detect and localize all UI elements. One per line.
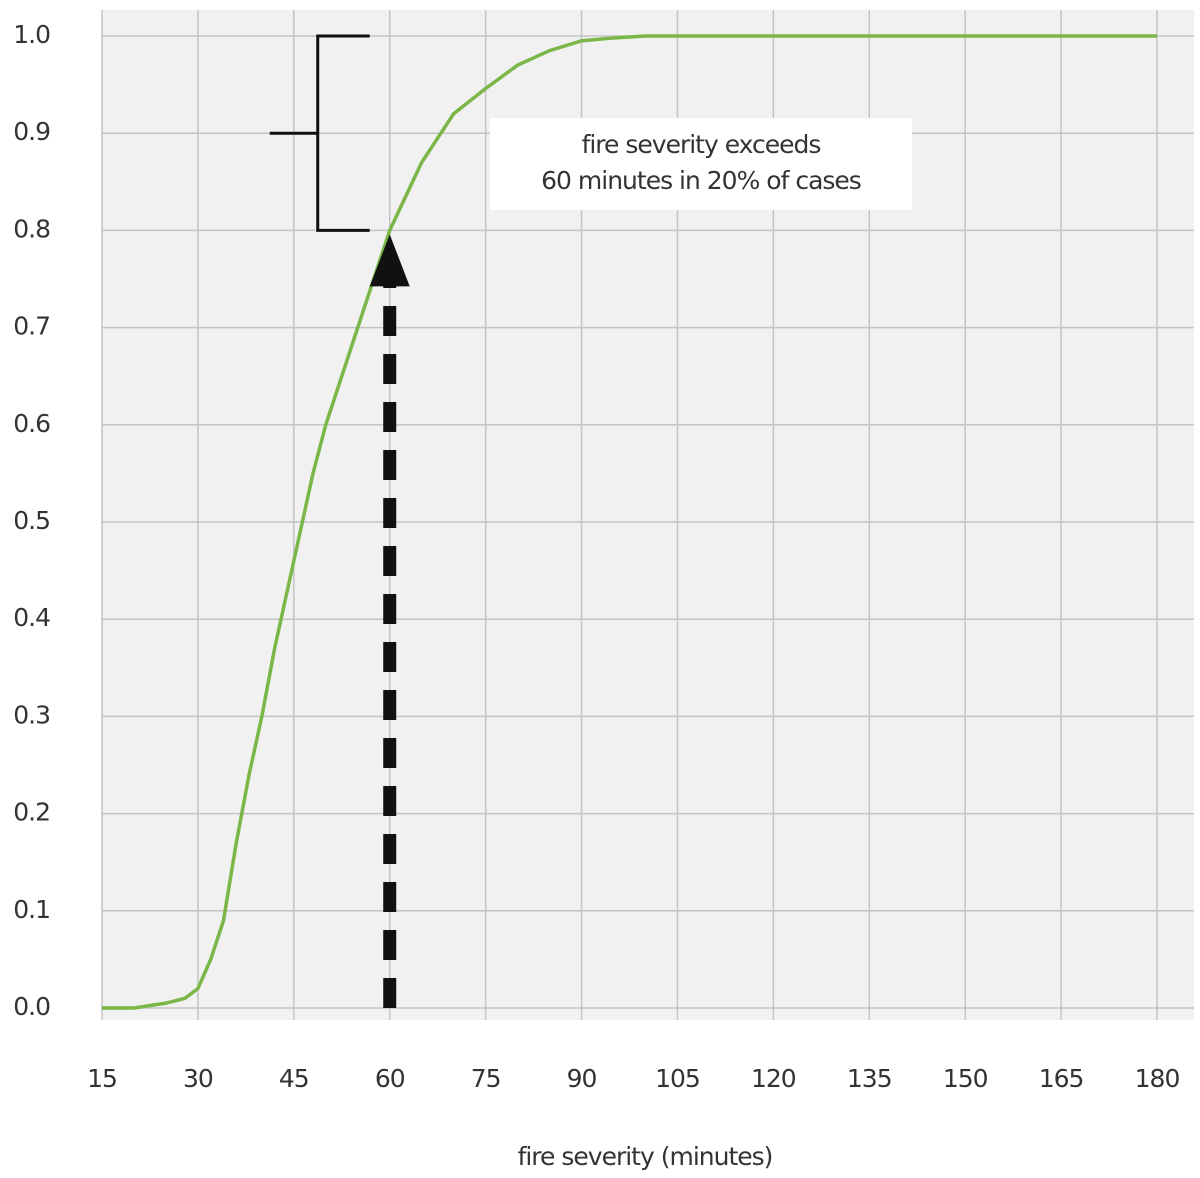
marker-arrow-head	[369, 234, 410, 287]
y-tick-label: 1.0	[13, 20, 50, 49]
y-tick-label: 0.9	[13, 117, 50, 146]
x-tick-label: 135	[847, 1064, 892, 1093]
x-tick-label: 180	[1135, 1064, 1180, 1093]
y-tick-label: 0.2	[13, 798, 50, 827]
x-tick-label: 15	[87, 1064, 117, 1093]
annotation: fire severity exceeds	[582, 130, 821, 159]
x-tick-label: 90	[567, 1064, 597, 1093]
y-tick-label: 0.0	[13, 992, 50, 1021]
x-tick-label: 30	[183, 1064, 213, 1093]
y-tick-label: 0.8	[13, 214, 50, 243]
annotation: 60 minutes in 20% of cases	[541, 166, 861, 195]
x-tick-label: 75	[471, 1064, 501, 1093]
y-tick-label: 0.6	[13, 409, 50, 438]
x-tick-label: 120	[751, 1064, 796, 1093]
x-axis-title: fire severity (minutes)	[518, 1142, 773, 1171]
y-tick-label: 0.3	[13, 700, 50, 729]
annotation-box	[490, 118, 912, 210]
x-tick-label: 150	[943, 1064, 988, 1093]
x-tick-label: 165	[1039, 1064, 1084, 1093]
y-tick-label: 0.1	[13, 895, 50, 924]
data-line	[102, 34, 1157, 1010]
y-tick-label: 0.4	[13, 603, 50, 632]
x-tick-label: 105	[655, 1064, 700, 1093]
x-tick-label: 60	[375, 1064, 405, 1093]
x-tick-label: 45	[279, 1064, 309, 1093]
y-tick-label: 0.5	[13, 506, 50, 535]
y-tick-label: 0.7	[13, 312, 50, 341]
bracket	[269, 34, 370, 232]
